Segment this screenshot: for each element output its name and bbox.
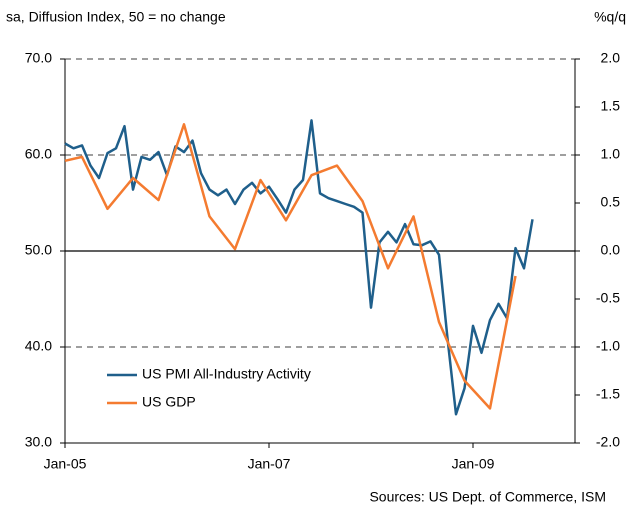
y2-tick-label: 1.0 — [601, 146, 621, 162]
y2-axis-label: %q/q — [594, 9, 626, 25]
legend-label: US PMI All-Industry Activity — [142, 366, 311, 382]
chart-title: sa, Diffusion Index, 50 = no change — [6, 9, 226, 25]
y2-tick-label: -1.5 — [596, 386, 620, 402]
y-tick-label: 30.0 — [25, 434, 52, 450]
y2-tick-label: 0.0 — [601, 242, 621, 258]
y2-tick-label: -2.0 — [596, 434, 620, 450]
y2-tick-label: 1.5 — [601, 98, 621, 114]
x-tick-label: Jan-07 — [248, 456, 291, 472]
source-note: Sources: US Dept. of Commerce, ISM — [369, 489, 606, 505]
y-tick-label: 70.0 — [25, 50, 52, 66]
y2-tick-label: 2.0 — [601, 50, 621, 66]
y2-tick-label: -0.5 — [596, 290, 620, 306]
legend-label: US GDP — [142, 394, 196, 410]
y2-tick-label: -1.0 — [596, 338, 620, 354]
y-tick-label: 50.0 — [25, 242, 52, 258]
y-tick-label: 40.0 — [25, 338, 52, 354]
y-tick-label: 60.0 — [25, 146, 52, 162]
series-line — [64, 119, 534, 416]
y2-tick-label: 0.5 — [601, 194, 621, 210]
x-tick-label: Jan-05 — [44, 456, 87, 472]
x-tick-label: Jan-09 — [452, 456, 495, 472]
series-line — [64, 123, 517, 410]
